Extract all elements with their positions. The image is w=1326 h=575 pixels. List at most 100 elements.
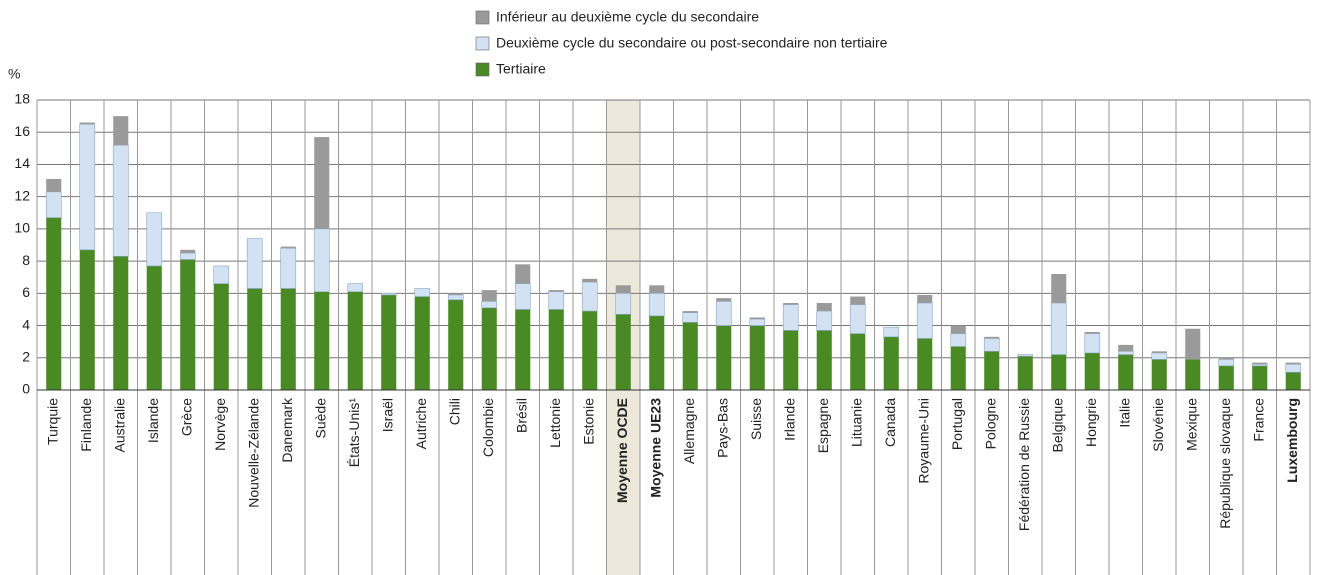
bar-segment <box>514 283 531 310</box>
bar-segment <box>447 294 464 301</box>
y-tick-label: 10 <box>14 220 30 236</box>
legend-label: Deuxième cycle du secondaire ou post-sec… <box>496 35 888 51</box>
bar-segment <box>548 290 564 292</box>
bar-segment <box>79 122 95 125</box>
x-tick-label: Suède <box>312 398 328 439</box>
x-tick-label: Autriche <box>413 398 429 450</box>
bar-segment <box>414 288 431 297</box>
bar-segment <box>615 285 631 294</box>
bar-segment <box>1185 328 1201 360</box>
bar-segment <box>749 317 765 320</box>
bar-segment <box>1084 352 1100 390</box>
bar-segment <box>1050 302 1067 355</box>
bar-segment <box>849 304 866 334</box>
bar-segment <box>448 293 464 295</box>
bar-segment <box>783 303 799 305</box>
bar-segment <box>850 333 866 390</box>
bar-segment <box>1251 363 1268 367</box>
bar-segment <box>582 311 598 390</box>
bar-segment <box>782 304 799 331</box>
x-tick-label: Canada <box>882 398 898 447</box>
bar-segment <box>79 249 95 390</box>
y-tick-label: 4 <box>22 316 30 332</box>
bar-segment <box>615 293 632 315</box>
bar-segment <box>1218 359 1235 367</box>
bar-segment <box>1051 354 1067 390</box>
x-tick-label: Espagne <box>815 398 831 453</box>
bar-segment <box>917 294 933 303</box>
x-tick-label: Royaume-Uni <box>915 398 931 484</box>
x-tick-label: Grèce <box>178 398 194 436</box>
y-tick-label: 16 <box>14 123 30 139</box>
x-tick-label: Lettonie <box>547 398 563 448</box>
bar-segment <box>380 293 397 296</box>
bar-segment <box>682 311 698 313</box>
bar-segment <box>816 303 832 312</box>
bar-segment <box>515 264 531 284</box>
bar-segment <box>1185 359 1201 390</box>
bar-segment <box>1151 359 1167 390</box>
x-tick-label: Hongrie <box>1083 398 1099 447</box>
bar-segment <box>1084 332 1100 334</box>
x-tick-label: Pays-Bas <box>714 398 730 458</box>
bar-segment <box>950 325 966 334</box>
x-tick-label: Danemark <box>279 397 295 463</box>
x-tick-label: Moyenne OCDE <box>614 398 630 503</box>
bar-segment <box>615 314 631 390</box>
y-tick-label: 0 <box>22 381 30 397</box>
bar-segment <box>46 178 62 192</box>
bar-segment <box>1117 351 1134 355</box>
bar-segment <box>581 281 598 312</box>
bar-segment <box>146 212 163 267</box>
bar-segment <box>850 296 866 305</box>
y-axis-label: % <box>8 66 20 82</box>
x-tick-label: Slovénie <box>1150 398 1166 452</box>
x-tick-label: Luxembourg <box>1284 398 1300 483</box>
bar-segment <box>1285 362 1301 365</box>
bar-segment <box>414 296 430 390</box>
x-tick-label: Pologne <box>982 398 998 450</box>
bar-segment <box>280 288 296 390</box>
x-tick-label: Brésil <box>513 398 529 433</box>
y-tick-label: 18 <box>14 91 30 107</box>
bar-segment <box>1118 344 1134 352</box>
bar-segment <box>112 144 129 257</box>
bar-segment <box>180 249 196 254</box>
bar-segment <box>1285 372 1301 390</box>
bar-segment <box>481 301 498 309</box>
bar-segment <box>45 191 62 218</box>
bar-segment <box>1252 365 1268 390</box>
bar-segment <box>1252 362 1268 365</box>
bar-segment <box>113 256 129 390</box>
x-tick-label: Estonie <box>580 398 596 445</box>
x-tick-label: Finlande <box>78 398 94 452</box>
y-tick-label: 12 <box>14 187 30 203</box>
bar-segment <box>46 217 62 390</box>
x-tick-label: République slovaque <box>1217 398 1233 529</box>
bar-segment <box>1218 365 1234 390</box>
bar-segment <box>682 312 699 323</box>
x-tick-label: Lituanie <box>848 398 864 447</box>
bar-segment <box>649 315 665 390</box>
legend-swatch <box>475 10 490 25</box>
bar-segment <box>314 291 330 390</box>
bar-segment <box>783 330 799 390</box>
x-tick-label: États-Unis¹ <box>346 398 362 468</box>
bar-segment <box>246 238 263 289</box>
bar-segment <box>1151 352 1168 360</box>
x-tick-label: Australie <box>111 398 127 453</box>
bar-segment <box>950 333 967 347</box>
x-tick-label: France <box>1250 398 1266 442</box>
bar-segment <box>1285 363 1302 373</box>
x-tick-label: Irlande <box>781 398 797 441</box>
x-tick-label: Norvège <box>212 398 228 451</box>
bar-segment <box>448 299 464 390</box>
bar-segment <box>79 123 96 251</box>
bar-segment <box>1017 356 1033 390</box>
bar-segment <box>548 309 564 390</box>
bar-segment <box>381 294 397 390</box>
bar-segment <box>1051 274 1067 303</box>
bar-segment <box>682 322 698 390</box>
bar-segment <box>280 246 296 249</box>
